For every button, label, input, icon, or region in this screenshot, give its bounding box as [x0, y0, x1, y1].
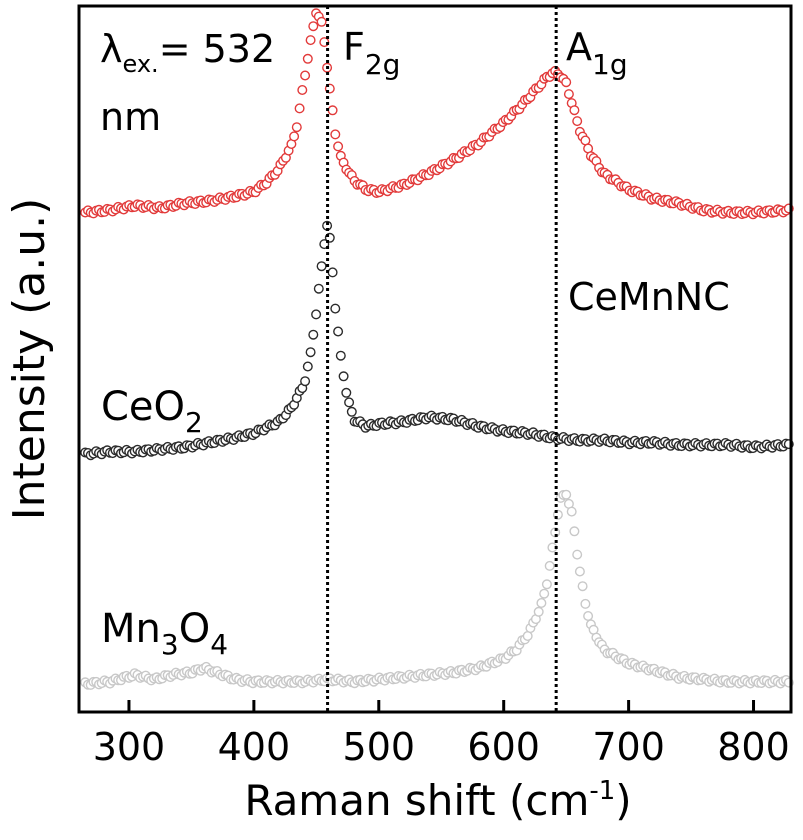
- data-point: [327, 267, 338, 278]
- data-point: [294, 103, 305, 114]
- data-point: [533, 606, 544, 617]
- data-marks: [80, 8, 794, 690]
- y-axis-label: Intensity (a.u.): [4, 198, 55, 521]
- data-point: [316, 261, 327, 272]
- series-mn3o4: [80, 489, 794, 690]
- excitation-unit: nm: [100, 95, 161, 139]
- data-point: [541, 579, 552, 590]
- data-point: [569, 105, 580, 116]
- excitation-label: λex.= 532: [100, 27, 275, 78]
- plot-frame: [77, 4, 793, 714]
- data-point: [333, 141, 344, 152]
- data-point: [341, 387, 352, 398]
- data-point: [572, 116, 583, 127]
- x-tick-label: 500: [343, 725, 416, 769]
- data-point: [316, 16, 327, 27]
- data-point: [305, 347, 316, 358]
- data-point: [302, 361, 313, 372]
- data-point: [536, 598, 547, 609]
- series-cemnnc: [80, 8, 794, 220]
- data-point: [300, 70, 311, 81]
- data-point: [302, 53, 313, 64]
- x-tick-label: 600: [467, 725, 540, 769]
- data-point: [561, 489, 572, 500]
- data-point: [539, 588, 550, 599]
- data-point: [569, 526, 580, 537]
- data-point: [289, 131, 300, 142]
- data-point: [344, 397, 355, 408]
- x-tick-label: 400: [218, 725, 291, 769]
- data-point: [305, 35, 316, 46]
- data-point: [572, 549, 583, 560]
- data-point: [311, 309, 322, 320]
- data-point: [544, 560, 555, 571]
- data-point: [335, 350, 346, 361]
- data-point: [308, 21, 319, 32]
- x-axis-label: Raman shift (cm-1): [244, 776, 631, 825]
- series-ceo2: [80, 220, 794, 461]
- data-point: [346, 406, 357, 417]
- data-point: [566, 506, 577, 517]
- peak-label-a1g: A1g: [566, 25, 628, 81]
- data-point: [327, 105, 338, 116]
- data-point: [561, 77, 572, 88]
- x-tick-label: 700: [592, 725, 665, 769]
- data-point: [291, 122, 302, 133]
- data-point: [580, 598, 591, 609]
- data-point: [574, 566, 585, 577]
- data-point: [583, 611, 594, 622]
- series-label-cemnnc: CeMnNC: [568, 275, 730, 319]
- x-ticks: 300 400 500 600 700 800: [93, 700, 790, 769]
- x-tick-label: 800: [717, 725, 790, 769]
- peak-label-f2g: F2g: [343, 25, 400, 81]
- data-point: [308, 329, 319, 340]
- data-point: [297, 84, 308, 95]
- data-point: [313, 283, 324, 294]
- data-point: [563, 89, 574, 100]
- data-point: [330, 303, 341, 314]
- series-label-mn3o4: Mn3O4: [101, 606, 228, 661]
- reference-lines: [326, 6, 558, 712]
- data-point: [333, 326, 344, 337]
- x-tick-label: 300: [93, 725, 166, 769]
- data-point: [577, 581, 588, 592]
- data-point: [330, 129, 341, 140]
- data-point: [300, 376, 311, 387]
- series-label-ceo2: CeO2: [101, 384, 203, 439]
- data-point: [338, 371, 349, 382]
